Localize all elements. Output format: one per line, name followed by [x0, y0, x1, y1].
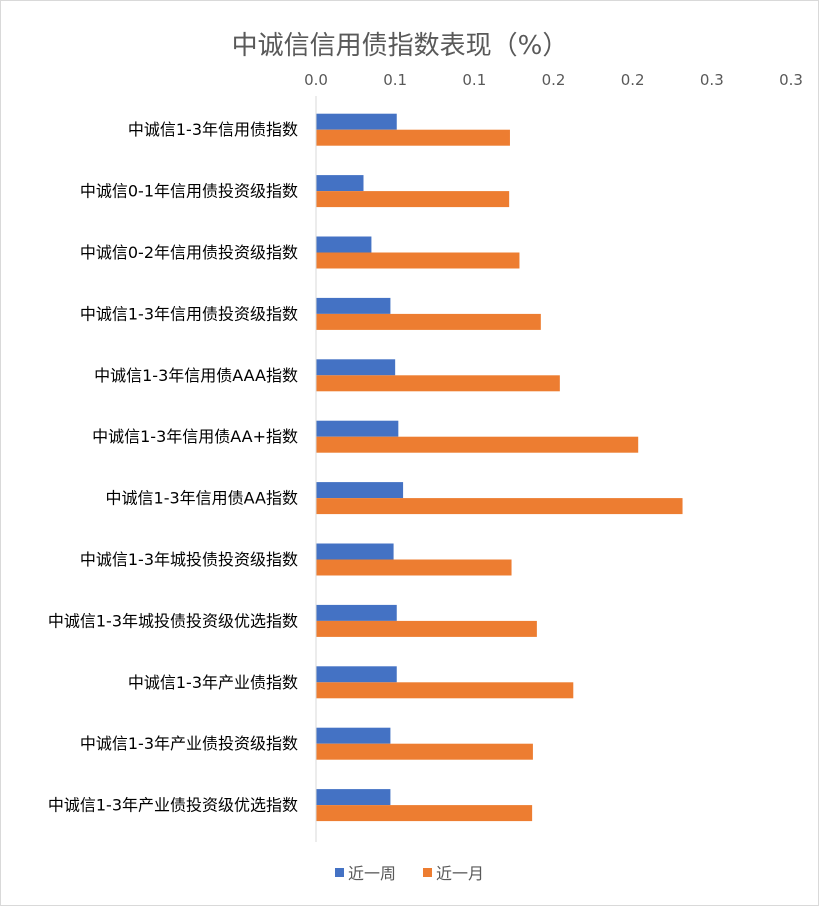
bar-week — [316, 666, 397, 683]
bar-month — [316, 620, 537, 637]
bar-month — [316, 805, 533, 822]
category-label: 中诚信0-1年信用债投资级指数 — [80, 182, 298, 201]
bar-week — [316, 113, 397, 130]
category-labels: 中诚信1-3年信用债指数中诚信0-1年信用债投资级指数中诚信0-2年信用债投资级… — [48, 120, 298, 814]
bar-month — [316, 129, 510, 146]
bar-month — [316, 743, 533, 760]
category-label: 中诚信1-3年信用债AA指数 — [106, 489, 298, 508]
x-tick-label: 0.1 — [383, 71, 407, 89]
x-tick-label: 0.2 — [621, 71, 645, 89]
bar-week — [316, 727, 391, 744]
category-label: 中诚信1-3年信用债指数 — [128, 120, 298, 139]
category-label: 中诚信1-3年产业债投资级指数 — [80, 734, 298, 753]
bar-week — [316, 175, 364, 192]
x-tick-label: 0.3 — [700, 71, 724, 89]
bar-week — [316, 359, 396, 376]
category-label: 中诚信1-3年产业债指数 — [128, 673, 298, 692]
legend-swatch — [335, 868, 344, 877]
bar-month — [316, 498, 683, 515]
bar-week — [316, 604, 397, 621]
category-label: 中诚信1-3年信用债AA+指数 — [92, 427, 298, 446]
bar-week — [316, 297, 391, 314]
category-label: 中诚信1-3年信用债投资级指数 — [80, 304, 298, 323]
bar-week — [316, 420, 399, 437]
bar-month — [316, 375, 560, 392]
bar-week — [316, 482, 404, 499]
bar-month — [316, 191, 510, 208]
category-label: 中诚信1-3年信用债AAA指数 — [94, 366, 298, 385]
bar-week — [316, 543, 394, 560]
bar-month — [316, 313, 541, 330]
category-label: 中诚信1-3年产业债投资级优选指数 — [48, 796, 298, 815]
legend-label: 近一月 — [436, 864, 484, 883]
bar-month — [316, 436, 639, 453]
category-label: 中诚信0-2年信用债投资级指数 — [80, 243, 298, 262]
category-label: 中诚信1-3年城投债投资级指数 — [80, 550, 298, 569]
bar-week — [316, 236, 372, 253]
legend: 近一周 近一月 — [335, 864, 484, 883]
x-axis-ticks: 0.0 0.1 0.1 0.2 0.2 0.3 0.3 — [304, 71, 803, 89]
bars — [316, 113, 683, 822]
x-tick-label: 0.0 — [304, 71, 328, 89]
x-tick-label: 0.1 — [462, 71, 486, 89]
category-label: 中诚信1-3年城投债投资级优选指数 — [48, 611, 298, 630]
legend-label: 近一周 — [348, 864, 396, 883]
bar-month — [316, 559, 512, 576]
bar-week — [316, 789, 391, 806]
bar-month — [316, 252, 520, 269]
legend-swatch — [423, 868, 432, 877]
bar-month — [316, 682, 574, 699]
x-tick-label: 0.2 — [542, 71, 566, 89]
chart-title: 中诚信信用债指数表现（%） — [232, 31, 569, 61]
x-tick-label: 0.3 — [779, 71, 803, 89]
